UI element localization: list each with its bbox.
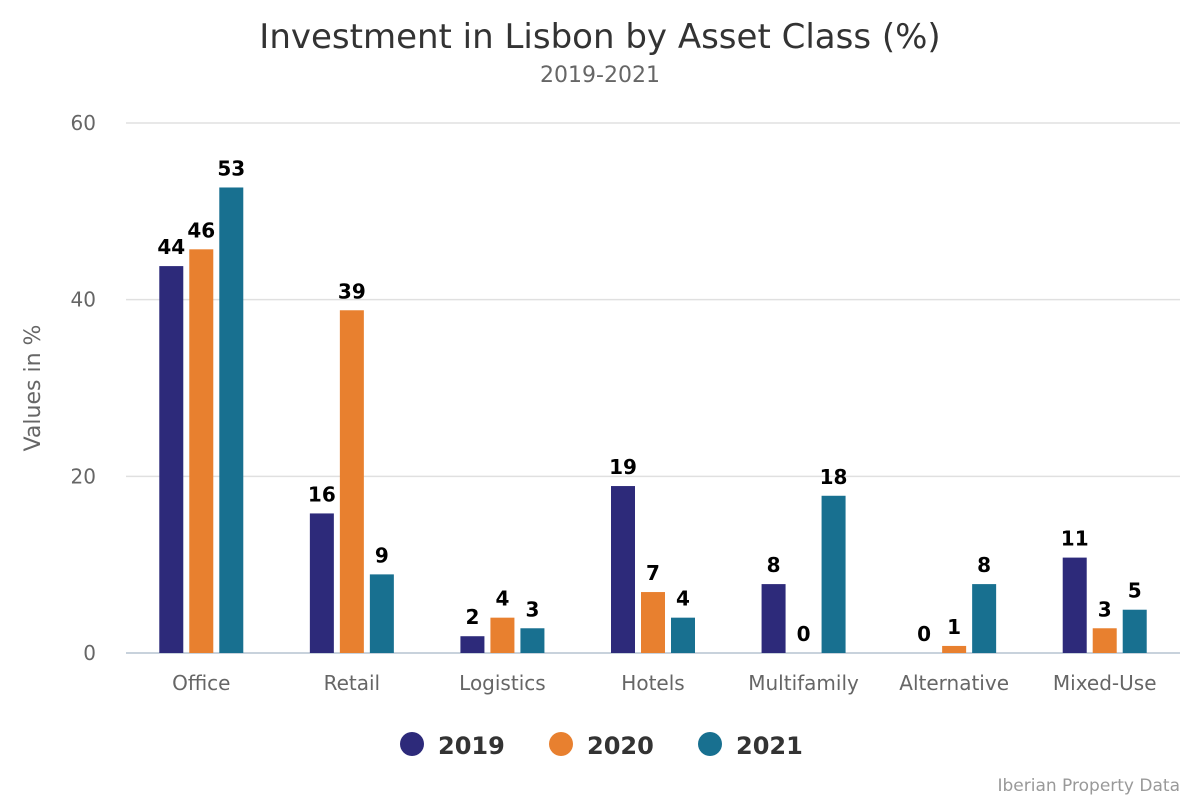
y-tick-label: 20	[71, 464, 96, 488]
bar-2021-multifamily[interactable]	[821, 495, 846, 653]
y-axis-label: Values in %	[21, 325, 46, 452]
legend-marker-2019[interactable]	[400, 732, 424, 756]
x-tick-label: Hotels	[621, 671, 684, 695]
x-tick-label: Logistics	[459, 671, 546, 695]
x-axis-ticks: Office Retail Logistics Hotels Multifamily Al…	[172, 671, 1156, 695]
data-label: 5	[1128, 579, 1142, 603]
legend-label-2020[interactable]: 2020	[587, 732, 654, 760]
data-label: 53	[217, 156, 245, 180]
bar-2021-hotels[interactable]	[671, 617, 695, 653]
bar-2019-multifamily[interactable]	[761, 584, 786, 653]
data-label: 4	[495, 587, 509, 611]
data-label: 0	[917, 622, 931, 646]
x-tick-label: Retail	[324, 671, 381, 695]
bar-2021-office[interactable]	[219, 187, 244, 653]
y-tick-label: 40	[71, 288, 96, 312]
bar-2019-retail[interactable]	[309, 513, 334, 653]
legend-marker-2021[interactable]	[698, 732, 722, 756]
y-tick-label: 60	[71, 111, 96, 135]
bar-2021-retail[interactable]	[369, 574, 394, 653]
legend: 2019 2020 2021	[400, 732, 803, 760]
bar-2020-logistics[interactable]	[490, 617, 515, 653]
data-label: 18	[820, 465, 848, 489]
data-label: 19	[609, 455, 637, 479]
bar-2020-office[interactable]	[189, 249, 214, 654]
legend-marker-2020[interactable]	[549, 732, 573, 756]
chart-subtitle: 2019-2021	[540, 63, 660, 88]
data-label: 9	[375, 543, 389, 567]
data-label: 0	[797, 622, 811, 646]
bar-2021-alternative[interactable]	[972, 584, 997, 653]
bars	[159, 187, 1147, 654]
bar-2019-mixed-use[interactable]	[1062, 557, 1087, 653]
data-label: 2	[465, 605, 479, 629]
data-label: 44	[157, 235, 185, 259]
bar-2020-hotels[interactable]	[641, 592, 665, 653]
data-label: 16	[308, 482, 336, 506]
x-tick-label: Office	[172, 671, 230, 695]
data-label: 8	[977, 553, 991, 577]
y-tick-label: 0	[83, 641, 96, 665]
data-label: 4	[676, 587, 690, 611]
credits: Iberian Property Data	[997, 776, 1180, 796]
bar-2021-mixed-use[interactable]	[1122, 609, 1147, 653]
data-label: 3	[525, 597, 539, 621]
chart-title: Investment in Lisbon by Asset Class (%)	[259, 17, 940, 57]
bar-2020-retail[interactable]	[339, 310, 364, 653]
legend-label-2021[interactable]: 2021	[736, 732, 803, 760]
x-tick-label: Alternative	[899, 671, 1009, 695]
data-label: 8	[767, 553, 781, 577]
data-label: 7	[646, 561, 660, 585]
data-label: 46	[187, 218, 215, 242]
x-tick-label: Multifamily	[748, 671, 859, 695]
legend-label-2019[interactable]: 2019	[438, 732, 505, 760]
bar-2019-hotels[interactable]	[611, 486, 635, 653]
bar-2020-mixed-use[interactable]	[1092, 628, 1117, 653]
bar-2020-alternative[interactable]	[942, 645, 967, 653]
bar-2021-logistics[interactable]	[520, 628, 545, 653]
bar-2019-logistics[interactable]	[460, 636, 485, 653]
data-label: 39	[338, 279, 366, 303]
x-tick-label: Mixed-Use	[1053, 671, 1157, 695]
data-label: 11	[1061, 527, 1089, 551]
data-label: 3	[1098, 597, 1112, 621]
bar-2019-office[interactable]	[159, 266, 184, 653]
data-label: 1	[947, 615, 961, 639]
